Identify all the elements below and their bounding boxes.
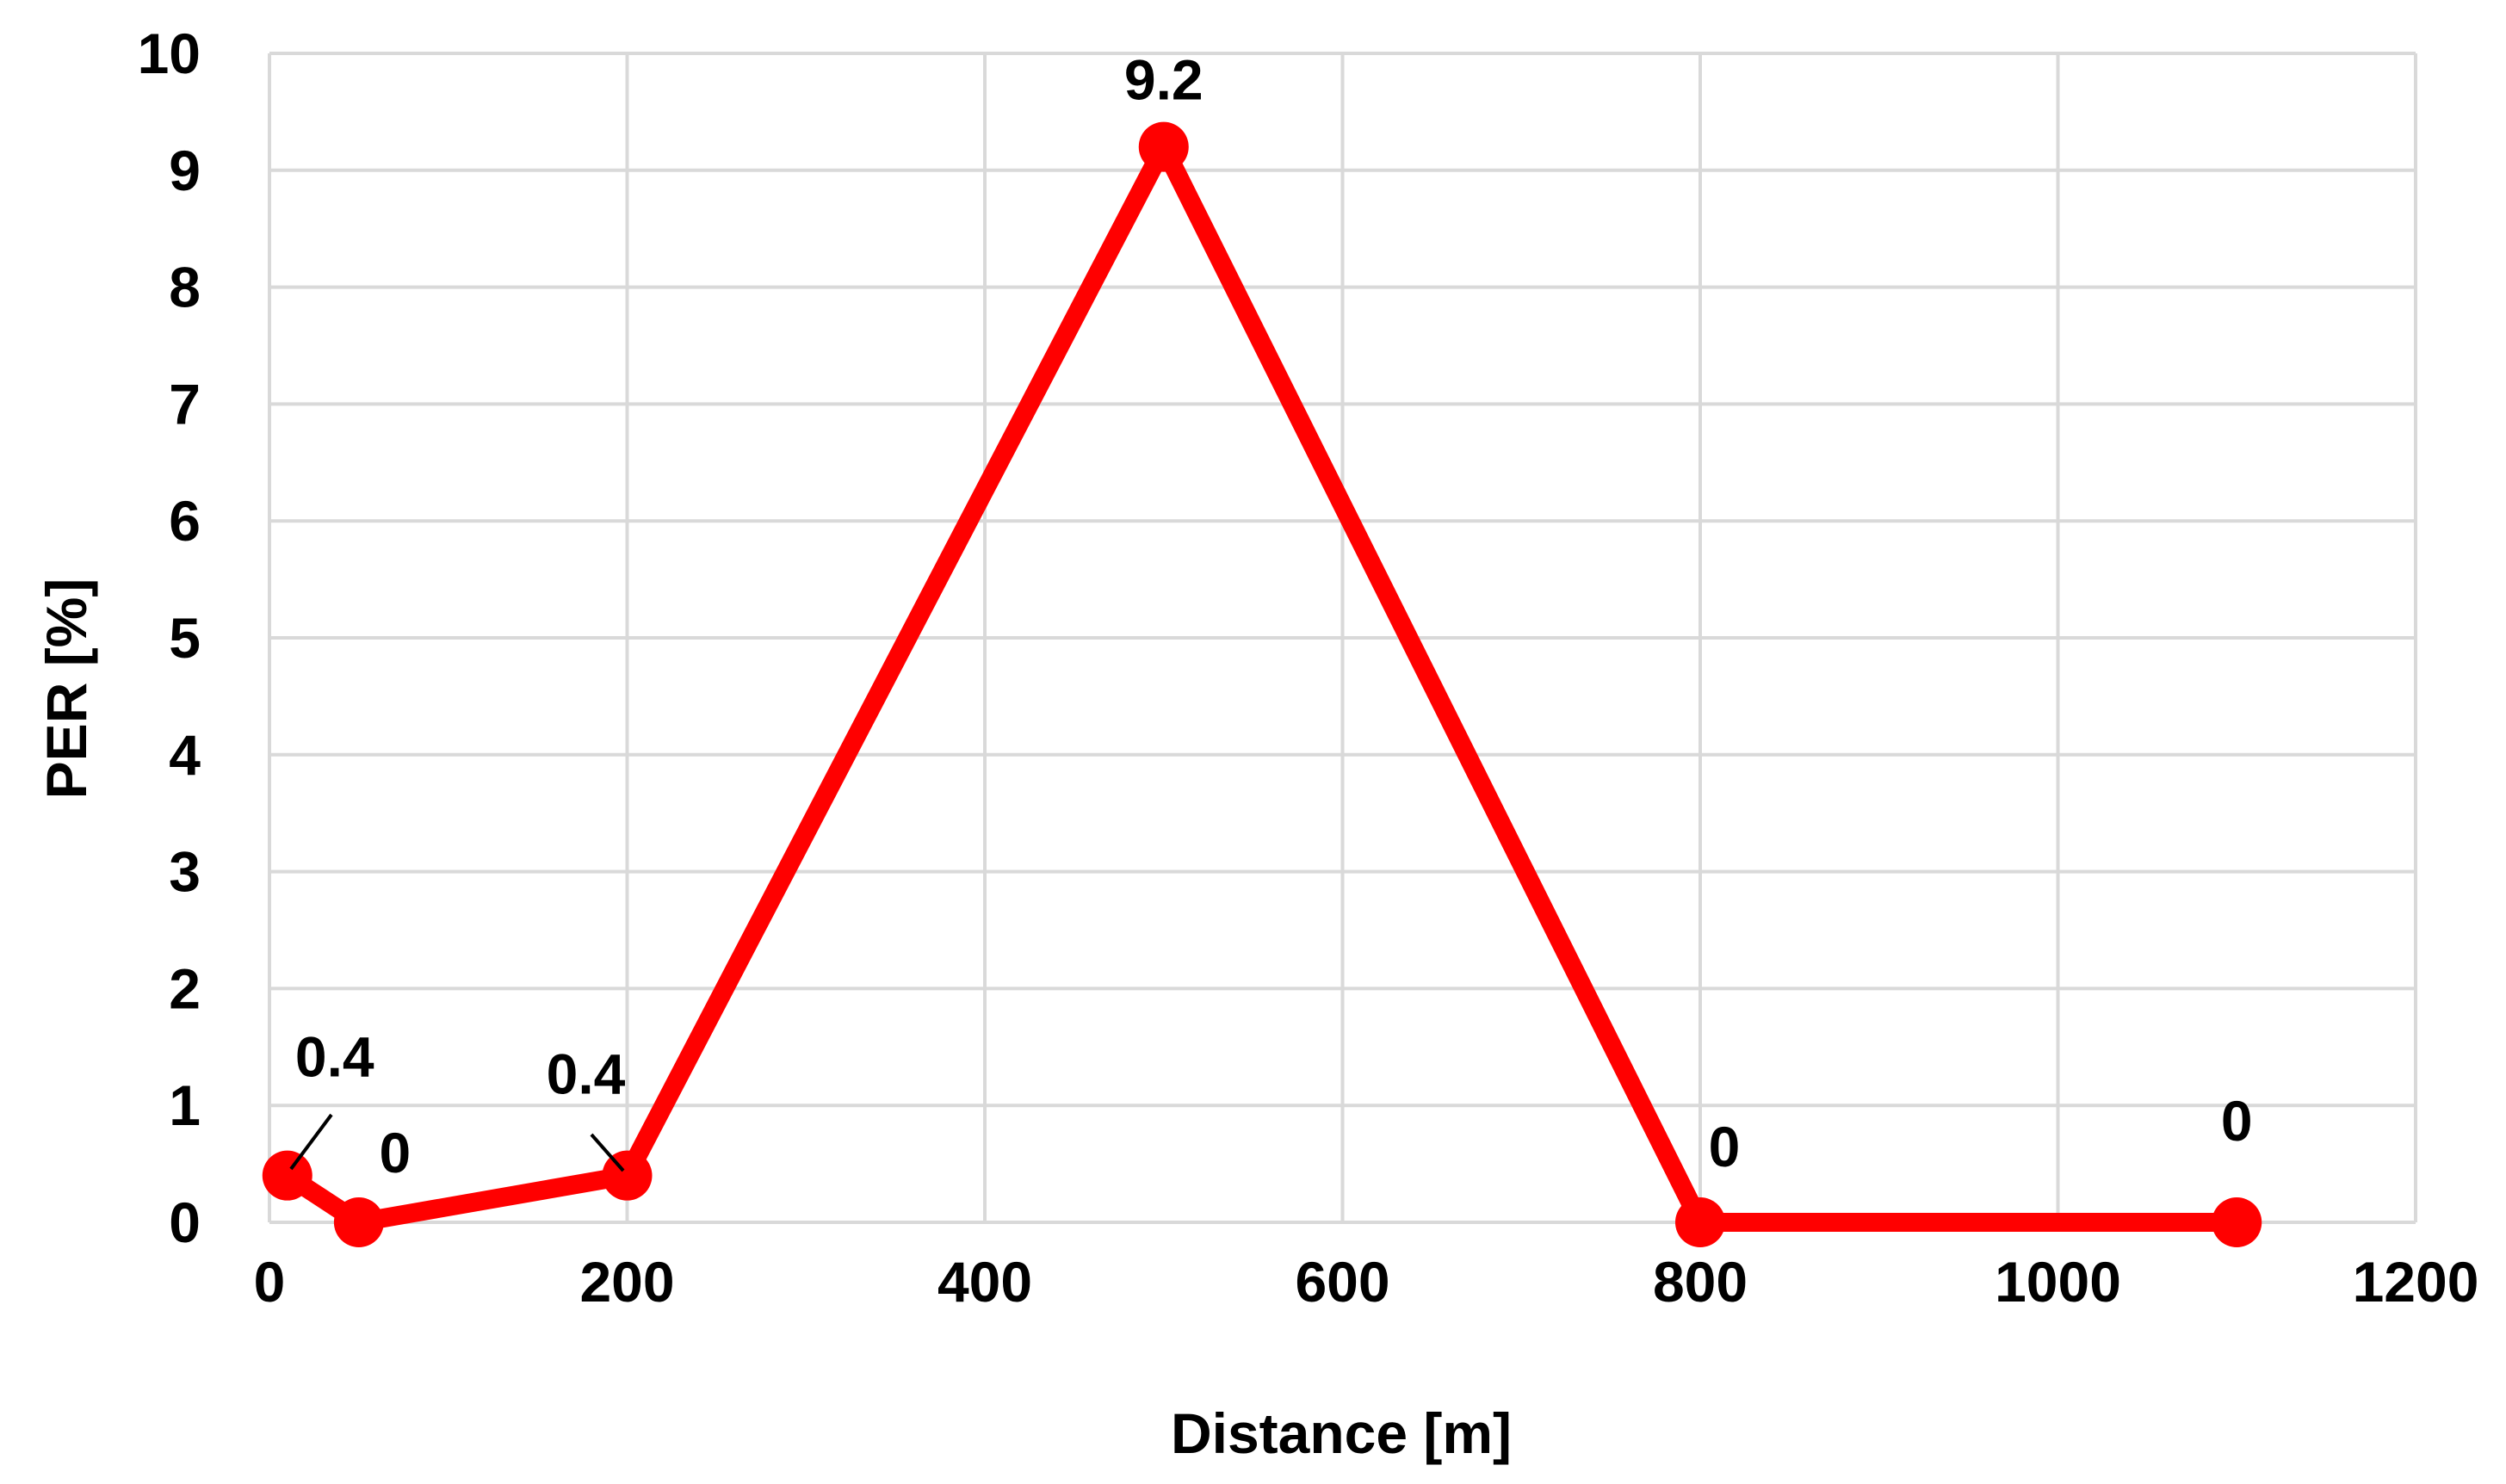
x-tick-label: 200 [579, 1250, 674, 1314]
data-point [1675, 1197, 1725, 1247]
y-tick-label: 3 [169, 840, 201, 904]
label-leader-line [289, 1113, 333, 1171]
data-point [602, 1150, 653, 1201]
y-tick-label: 4 [169, 723, 201, 787]
data-label: 0.4 [547, 1042, 626, 1106]
y-tick-label: 8 [169, 256, 201, 319]
data-label: 0 [1709, 1115, 1741, 1178]
y-tick-label: 10 [138, 22, 201, 85]
y-tick-label: 9 [169, 139, 201, 202]
grid [268, 52, 2417, 1224]
data-label: 0 [2221, 1089, 2253, 1153]
y-tick-label: 7 [169, 372, 201, 436]
data-label: 0 [380, 1121, 411, 1184]
data-point [262, 1150, 312, 1201]
x-axis-title: Distance [m] [1171, 1401, 1512, 1465]
x-tick-label: 400 [937, 1250, 1032, 1314]
data-point [1138, 121, 1189, 172]
y-tick-label: 0 [169, 1190, 201, 1254]
y-tick-label: 1 [169, 1073, 201, 1137]
x-tick-label: 1000 [1995, 1250, 2121, 1314]
data-labels: 0.400.49.20 0 [289, 48, 2253, 1184]
x-tick-label: 600 [1295, 1250, 1389, 1314]
label-leader-line [590, 1133, 625, 1172]
x-tick-label: 1200 [2353, 1250, 2479, 1314]
x-tick-label: 800 [1653, 1250, 1748, 1314]
y-axis-title: PER [%] [34, 578, 98, 800]
data-point [2212, 1197, 2262, 1247]
y-tick-label: 2 [169, 956, 201, 1020]
data-label: 9.2 [1124, 48, 1203, 112]
data-label: 0.4 [295, 1025, 374, 1089]
data-point [333, 1197, 384, 1247]
y-tick-label: 5 [169, 606, 201, 670]
x-tick-label: 0 [254, 1250, 286, 1314]
x-tick-labels: 0 200 400 600 800 1000 1200 [254, 1250, 2479, 1314]
y-tick-label: 6 [169, 489, 201, 553]
y-tick-labels: 0 1 2 3 4 5 6 7 8 9 10 [138, 22, 201, 1254]
